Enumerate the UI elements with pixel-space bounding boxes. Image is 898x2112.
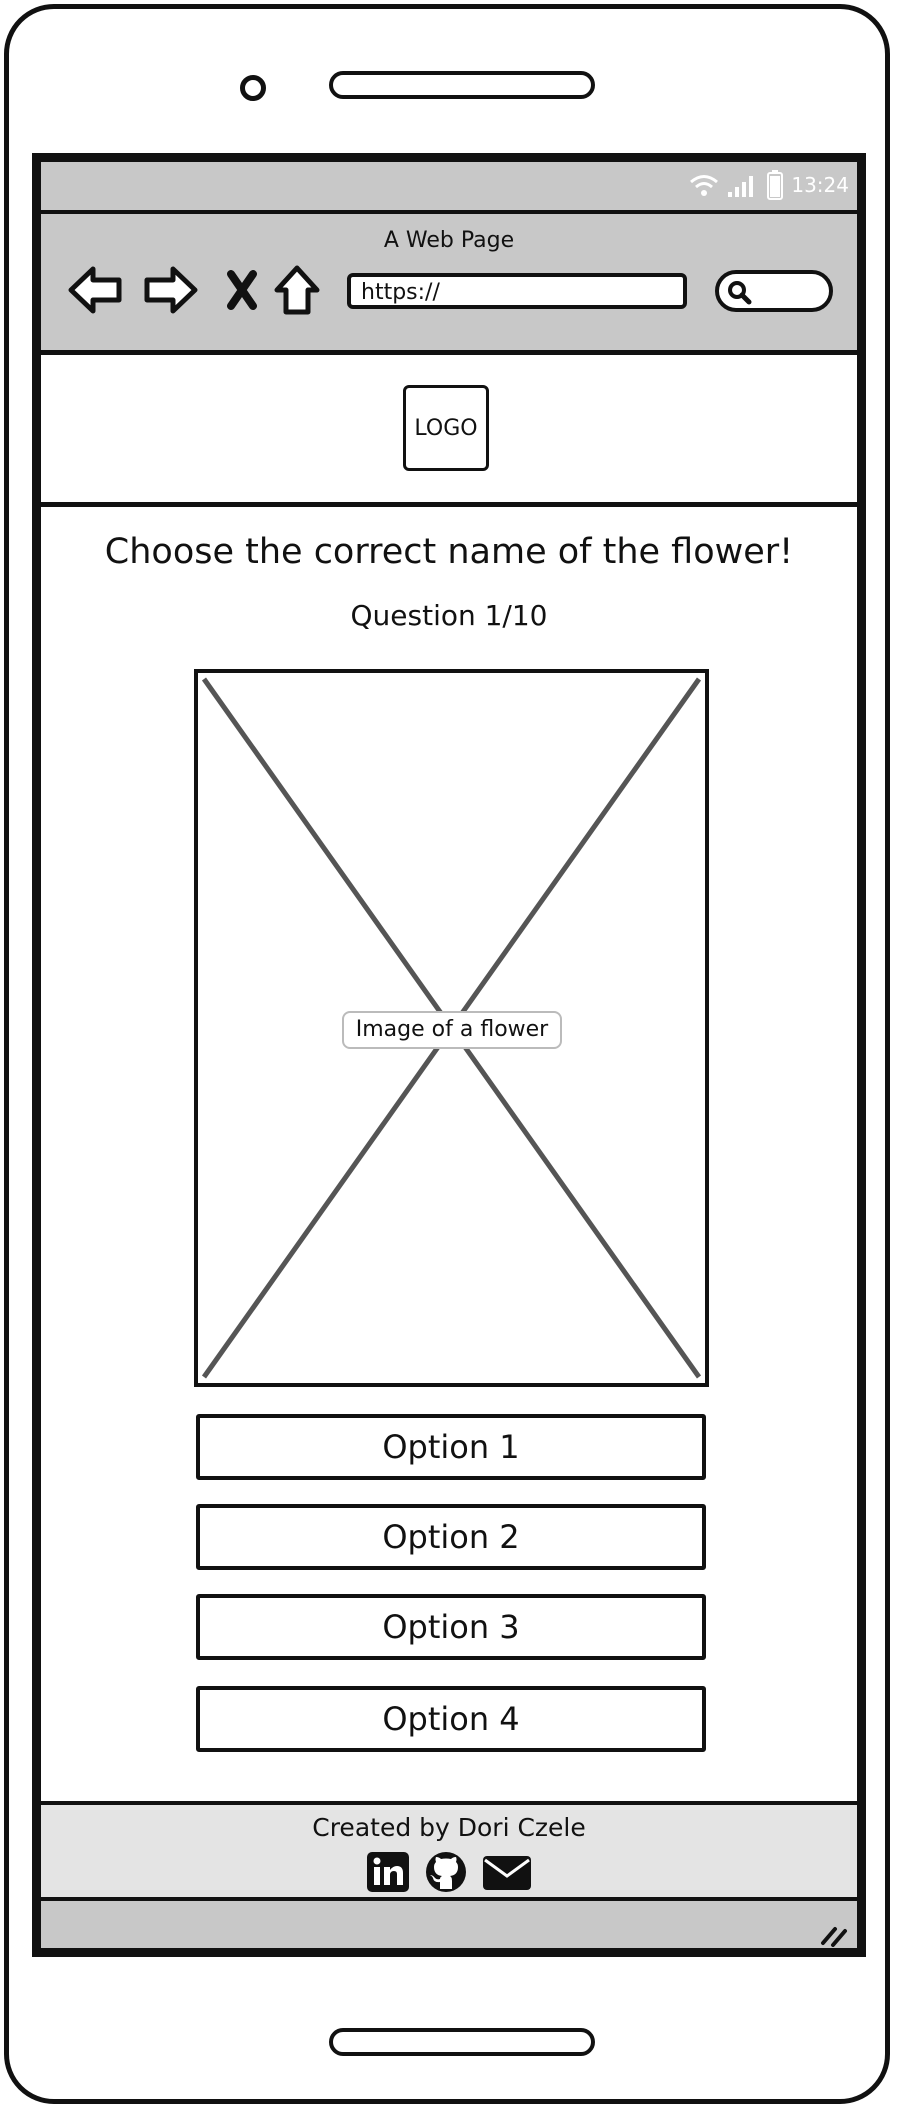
status-bar: 13:24 <box>41 162 857 214</box>
option-3-button[interactable]: Option 3 <box>196 1594 706 1660</box>
browser-bottom-bar <box>41 1901 857 1948</box>
browser-toolbar: A Web Page https:// <box>41 214 857 355</box>
footer-credit: Created by Dori Czele <box>312 1813 586 1842</box>
social-links <box>41 1851 857 1897</box>
battery-icon <box>767 170 784 200</box>
speaker <box>329 71 595 99</box>
wifi-icon <box>689 173 719 197</box>
back-arrow-icon <box>67 265 125 319</box>
forward-button[interactable] <box>141 264 199 320</box>
home-icon <box>273 264 321 320</box>
camera <box>240 75 266 101</box>
image-caption: Image of a flower <box>342 1011 562 1049</box>
option-2-button[interactable]: Option 2 <box>196 1504 706 1570</box>
logo[interactable]: LOGO <box>403 385 489 471</box>
close-icon <box>226 270 258 314</box>
page-title: A Web Page <box>383 228 515 253</box>
forward-arrow-icon <box>141 265 199 319</box>
signal-icon <box>727 172 759 198</box>
stop-button[interactable] <box>223 264 261 320</box>
status-time: 13:24 <box>791 173 849 197</box>
search-icon <box>727 280 753 310</box>
quiz-title: Choose the correct name of the flower! <box>104 532 794 572</box>
flower-image-placeholder: Image of a flower <box>194 669 709 1387</box>
question-counter: Question 1/10 <box>350 599 548 632</box>
home-nav-button[interactable] <box>273 264 321 320</box>
github-icon[interactable] <box>424 1851 468 1897</box>
site-footer: Created by Dori Czele <box>41 1801 857 1901</box>
resize-handle-icon[interactable] <box>819 1923 849 1948</box>
email-icon[interactable] <box>482 1851 532 1897</box>
back-button[interactable] <box>67 264 125 320</box>
option-1-button[interactable]: Option 1 <box>196 1414 706 1480</box>
browser-search-input[interactable] <box>715 270 833 312</box>
site-header: LOGO <box>41 355 857 507</box>
option-4-button[interactable]: Option 4 <box>196 1686 706 1752</box>
linkedin-icon[interactable] <box>366 1851 410 1897</box>
home-button[interactable] <box>329 2028 595 2056</box>
phone-screen: 13:24 A Web Page https:// <box>32 153 866 1957</box>
url-input[interactable]: https:// <box>347 273 687 309</box>
